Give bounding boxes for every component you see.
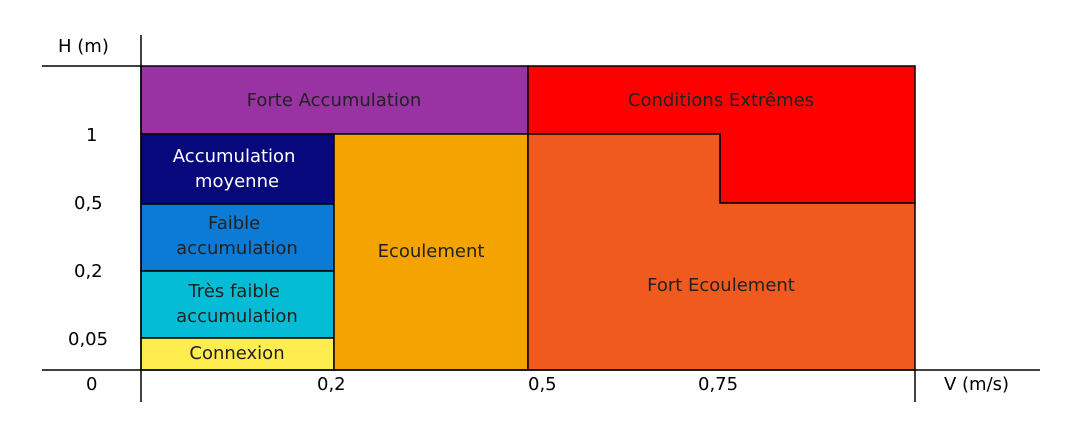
zone-connexion bbox=[140, 337, 335, 371]
zone-label-faible-accumulation: Faible accumulation bbox=[176, 213, 298, 259]
y-axis-label: H (m) bbox=[58, 36, 109, 57]
zone-label-conditions-extremes: Conditions Extrêmes bbox=[628, 90, 814, 111]
zone-label-forte-accumulation: Forte Accumulation bbox=[247, 90, 422, 111]
y-tick-label: 0,2 bbox=[74, 261, 103, 282]
origin-label: 0 bbox=[86, 374, 97, 395]
zone-forte-accumulation bbox=[140, 65, 529, 135]
zone-label-fort-ecoulement: Fort Ecoulement bbox=[647, 275, 795, 296]
x-tick-label: 0,2 bbox=[317, 374, 346, 395]
y-tick-label: 0,05 bbox=[68, 329, 108, 350]
x-tick-label: 0,75 bbox=[698, 374, 738, 395]
zone-label-ecoulement: Ecoulement bbox=[378, 241, 485, 262]
y-tick-label: 0,5 bbox=[74, 193, 103, 214]
zone-accumulation-moyenne bbox=[140, 133, 335, 205]
zone-label-tres-faible-accumulation: Très faible accumulation bbox=[176, 281, 298, 327]
zone-ecoulement bbox=[333, 133, 529, 371]
x-tick-label: 0,5 bbox=[528, 374, 557, 395]
zone-label-connexion: Connexion bbox=[189, 343, 284, 364]
zone-tres-faible-accumulation bbox=[140, 270, 335, 339]
y-tick-label: 1 bbox=[86, 125, 97, 146]
zone-label-accumulation-moyenne: Accumulation moyenne bbox=[173, 146, 301, 192]
x-axis-label: V (m/s) bbox=[944, 374, 1009, 395]
